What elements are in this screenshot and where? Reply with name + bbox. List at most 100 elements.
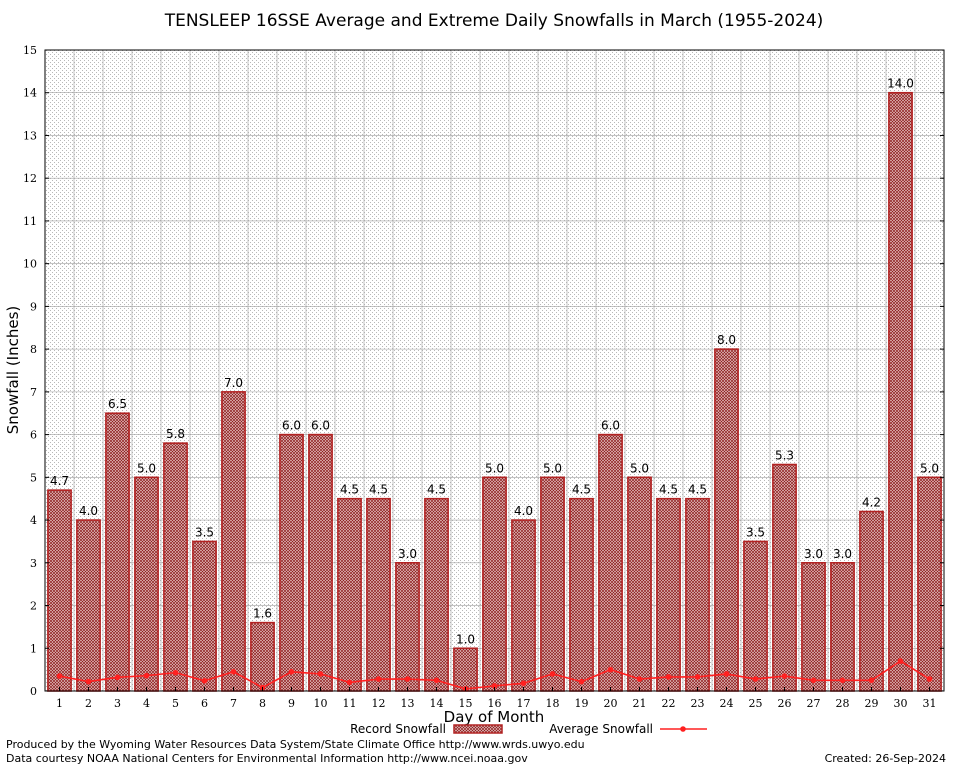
bar-value-label: 3.5: [195, 525, 214, 539]
x-tick-label: 23: [691, 697, 705, 710]
record-bar: [917, 476, 942, 692]
y-tick-label: 10: [23, 258, 37, 271]
y-axis-title: Snowfall (Inches): [4, 306, 22, 434]
bar-value-label: 5.0: [485, 461, 504, 475]
x-tick-label: 28: [836, 697, 850, 710]
bar-value-label: 5.0: [920, 461, 939, 475]
record-bar: [337, 497, 362, 692]
y-tick-label: 0: [30, 685, 37, 698]
bar-value-label: 4.5: [369, 483, 388, 497]
record-bar: [76, 519, 101, 692]
chart-title: TENSLEEP 16SSE Average and Extreme Daily…: [164, 11, 824, 31]
x-tick-label: 30: [894, 697, 908, 710]
average-point: [317, 671, 324, 677]
x-tick-label: 15: [459, 697, 473, 710]
average-point: [578, 678, 585, 685]
bar-value-label: 7.0: [224, 376, 243, 390]
average-point: [375, 676, 382, 682]
record-bar: [540, 476, 565, 692]
bar-value-label: 4.5: [659, 483, 678, 497]
bar-value-label: 4.7: [50, 474, 69, 488]
x-tick-label: 10: [314, 697, 328, 710]
x-tick-label: 17: [517, 697, 531, 710]
average-point: [143, 672, 150, 679]
x-tick-label: 16: [488, 697, 502, 710]
record-bar: [424, 497, 449, 692]
y-tick-label: 3: [30, 557, 37, 570]
x-tick-label: 7: [230, 697, 237, 710]
average-point: [85, 678, 92, 685]
record-bars: 4.7 4.0 6.5 5.0 5.8 3.5 7.0 1.6 6.0 6.0 4.5 4.5 3.0 4…: [47, 77, 942, 692]
bar-value-label: 5.0: [630, 461, 649, 475]
x-tick-label: 24: [720, 697, 734, 710]
x-tick-label: 22: [662, 697, 676, 710]
bar-value-label: 3.5: [746, 525, 765, 539]
x-axis-ticks: 1 2 3 4 5 6 7 8 9 10 11 12 13 14 15 16 17 18 19 20 21 22 23 24 2…: [56, 687, 937, 710]
average-point: [56, 673, 63, 679]
x-tick-label: 27: [807, 697, 821, 710]
record-bar: [743, 540, 768, 692]
y-tick-label: 11: [23, 215, 37, 228]
bar-value-label: 4.5: [572, 483, 591, 497]
average-point: [114, 674, 121, 681]
bar-value-label: 6.0: [282, 419, 301, 433]
record-bar: [598, 433, 623, 692]
y-tick-label: 2: [30, 600, 37, 613]
bar-value-label: 5.0: [543, 461, 562, 475]
bar-value-label: 4.0: [79, 504, 98, 518]
record-bar: [888, 91, 913, 692]
average-point: [201, 677, 208, 684]
x-tick-label: 6: [201, 697, 208, 710]
y-tick-label: 5: [30, 471, 37, 484]
x-tick-label: 5: [172, 697, 179, 710]
average-point: [491, 683, 498, 689]
bar-value-label: 1.0: [456, 632, 475, 646]
x-tick-label: 3: [114, 697, 121, 710]
record-bar: [656, 497, 681, 692]
y-tick-label: 14: [23, 87, 37, 100]
record-bar: [627, 476, 652, 692]
average-point: [230, 668, 237, 675]
y-tick-label: 13: [23, 129, 37, 142]
record-bar: [279, 433, 304, 692]
legend-record-label: Record Snowfall: [350, 722, 446, 736]
bar-value-label: 4.5: [427, 483, 446, 497]
legend-average-marker: [680, 726, 686, 732]
average-point: [636, 676, 643, 682]
bar-value-label: 4.0: [514, 504, 533, 518]
x-tick-label: 21: [633, 697, 647, 710]
y-tick-label: 12: [23, 172, 37, 185]
record-bar: [250, 621, 275, 692]
record-bar: [714, 348, 739, 692]
bar-value-label: 3.0: [833, 547, 852, 561]
x-tick-label: 19: [575, 697, 589, 710]
average-point: [172, 669, 179, 676]
record-bar: [192, 540, 217, 692]
average-point: [549, 671, 556, 677]
average-point: [520, 680, 527, 687]
record-bar: [830, 561, 855, 692]
y-tick-label: 1: [30, 642, 37, 655]
record-bar: [685, 497, 710, 692]
bar-value-label: 5.8: [166, 427, 185, 441]
legend-average-label: Average Snowfall: [549, 722, 653, 736]
record-bar: [569, 497, 594, 692]
y-tick-label: 15: [23, 44, 37, 57]
x-tick-label: 14: [430, 697, 444, 710]
legend-record-swatch: [453, 724, 503, 734]
x-tick-label: 29: [865, 697, 879, 710]
record-bar: [308, 433, 333, 692]
bar-value-label: 4.5: [688, 483, 707, 497]
data-courtesy-credit: Data courtesy NOAA National Centers for …: [6, 752, 528, 765]
record-bar: [134, 476, 159, 692]
average-point: [897, 658, 904, 664]
average-point: [607, 666, 614, 673]
average-point: [404, 676, 411, 682]
created-date: Created: 26-Sep-2024: [824, 752, 946, 765]
x-tick-label: 8: [259, 697, 266, 710]
legend: Record Snowfall Average Snowfall: [350, 722, 707, 736]
y-tick-label: 4: [30, 514, 37, 527]
bar-value-label: 8.0: [717, 333, 736, 347]
